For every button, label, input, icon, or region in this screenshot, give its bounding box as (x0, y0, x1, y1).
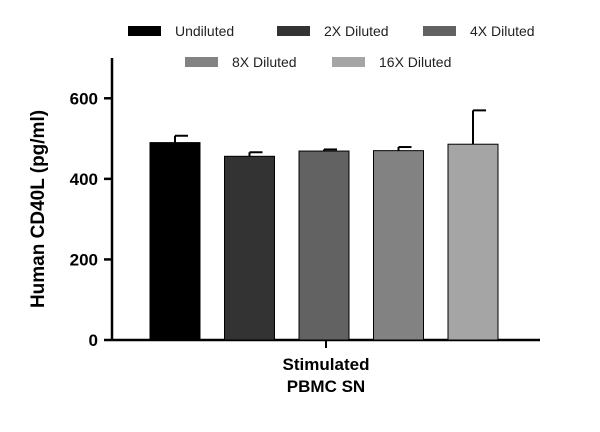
legend-swatch (277, 26, 310, 36)
category-label-line-1: Stimulated (283, 355, 370, 374)
legend: Undiluted 2X Diluted 4X Diluted 8X Diluted 1… (128, 23, 535, 70)
legend-swatch (185, 57, 218, 67)
legend-label: Undiluted (175, 23, 234, 39)
y-tick-label: 400 (70, 170, 98, 189)
legend-swatch (128, 26, 161, 36)
x-axis (112, 338, 540, 348)
bar (373, 150, 424, 341)
y-axis: 0 200 400 600 (70, 58, 114, 350)
legend-label: 8X Diluted (232, 54, 297, 70)
y-tick-label: 0 (89, 331, 98, 350)
legend-swatch (423, 26, 456, 36)
bars (149, 109, 499, 341)
legend-swatch (332, 57, 365, 67)
category-label-line-2: PBMC SN (287, 377, 365, 396)
legend-label: 16X Diluted (379, 54, 451, 70)
y-axis-title: Human CD40L (pg/ml) (28, 110, 49, 308)
bar (224, 155, 275, 341)
bar (298, 150, 350, 341)
legend-label: 2X Diluted (324, 23, 389, 39)
y-tick-label: 600 (70, 89, 98, 108)
bar (149, 142, 201, 341)
legend-label: 4X Diluted (470, 23, 535, 39)
bar (447, 143, 499, 341)
y-tick-label: 200 (70, 250, 98, 269)
